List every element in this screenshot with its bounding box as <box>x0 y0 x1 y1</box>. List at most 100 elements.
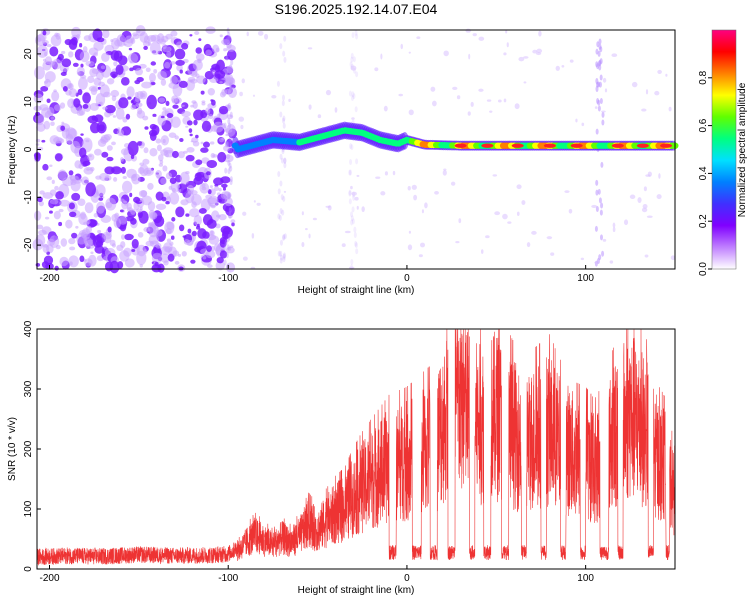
spectrogram-noise-blob <box>138 190 148 198</box>
spectrogram-noise-blob <box>226 44 236 52</box>
spectrogram-noise-blob <box>81 176 90 186</box>
spectrogram-noise-blob <box>82 92 91 104</box>
spectrogram-stripe-blob <box>354 240 358 247</box>
spectrogram-stripe-blob <box>601 119 605 126</box>
spectrogram-noise-blob <box>52 58 62 70</box>
spectrogram-noise-blob <box>159 159 164 165</box>
spectrogram-x-ticks: -200 -100 0 100 <box>40 265 594 284</box>
spectrogram-faint-blob <box>602 238 607 242</box>
spectrogram-faint-blob <box>644 254 649 258</box>
spectrogram-noise-blob <box>148 222 152 226</box>
spectrogram-faint-blob <box>656 194 662 200</box>
spectrogram-faint-blob <box>645 174 651 177</box>
spectrogram-stripe-blob <box>282 253 286 260</box>
spectrogram-noise-blob <box>90 251 94 255</box>
spectrogram-noise-blob <box>124 203 128 206</box>
spectrogram-noise-blob <box>177 151 185 159</box>
spectrogram-noise-blob <box>189 34 193 37</box>
spectrogram-noise-blob <box>78 77 88 90</box>
spectrogram-stripe-blob <box>355 33 359 40</box>
spectrogram-faint-blob <box>301 242 305 248</box>
spectrogram-noise-blob <box>113 61 118 67</box>
spectrogram-faint-blob <box>637 197 642 204</box>
spectrogram-stripe-blob <box>283 233 287 240</box>
spectrogram-noise-blob <box>120 241 126 249</box>
spectrogram-stripe-blob <box>597 188 601 195</box>
spectrogram-noise-blob <box>215 260 225 271</box>
spectrogram-noise-blob <box>54 153 63 162</box>
spectrogram-faint-blob <box>502 213 508 220</box>
spectrogram-stripe-blob <box>229 64 233 71</box>
spectrogram-noise-blob <box>68 202 76 210</box>
spectrogram-noise-blob <box>35 263 41 267</box>
spectrogram-faint-blob <box>467 111 471 116</box>
spectrogram-noise-blob <box>50 116 55 120</box>
spectrogram-faint-blob <box>392 170 396 176</box>
spectrogram-noise-blob <box>76 71 81 75</box>
spectrogram-stripe-blob <box>348 169 352 176</box>
spectrogram-stripe-blob <box>598 38 602 45</box>
spectrogram-stripe-blob <box>227 233 231 240</box>
spectrogram-noise-blob <box>150 61 157 66</box>
spectrogram-stripe-blob <box>348 90 352 97</box>
snr-x-tick-label: -100 <box>218 573 238 584</box>
spectrogram-noise-blob <box>70 178 77 186</box>
spectrogram-noise-blob <box>86 219 91 225</box>
spectrogram-noise-blob <box>76 66 85 77</box>
spectrogram-stripe-blob <box>282 256 286 263</box>
spectrogram-faint-blob <box>424 202 428 209</box>
spectrogram-y-label: Frequency (Hz) <box>7 116 18 185</box>
spectrogram-noise-blob <box>158 163 164 167</box>
spectrogram-noise-blob <box>165 33 173 40</box>
snr-marks <box>36 329 676 566</box>
spectrogram-noise-blob <box>130 104 137 110</box>
spectrogram-noise-blob <box>88 154 92 158</box>
spectrogram-noise-blob <box>158 97 166 103</box>
spectrogram-x-tick-label: 0 <box>404 273 410 284</box>
spectrogram-faint-blob <box>492 174 498 177</box>
spectrogram-noise-blob <box>224 88 231 95</box>
spectrogram-stripe-blob <box>601 111 605 118</box>
spectrogram-faint-blob <box>478 88 484 92</box>
spectrogram-noise-blob <box>170 235 175 240</box>
spectrogram-noise-blob <box>137 107 143 115</box>
spectrogram-faint-blob <box>455 240 460 244</box>
spectrogram-faint-blob <box>240 124 244 130</box>
spectrogram-noise-blob <box>95 103 99 107</box>
colorbar: 0.0 0.2 0.4 0.6 0.8 Normalized spectral ampl… <box>698 29 748 276</box>
spectrogram-stripe-blob <box>281 94 285 101</box>
spectrogram-stripe-blob <box>228 35 232 42</box>
spectrogram-faint-blob <box>497 99 502 103</box>
spectrogram-noise-blob <box>139 162 145 166</box>
spectrogram-noise-blob <box>128 47 133 51</box>
spectrogram-faint-blob <box>568 208 573 214</box>
spectrogram-stripe-blob <box>224 167 228 174</box>
spectrogram-stripe-blob <box>355 248 359 255</box>
spectrogram-noise-blob <box>67 83 73 89</box>
spectrogram-noise-blob <box>65 219 73 229</box>
spectrogram-noise-blob <box>51 179 55 185</box>
spectrogram-noise-blob <box>88 219 98 227</box>
snr-y-ticks: 0 100 200 300 400 <box>23 320 41 572</box>
spectrogram-noise-blob <box>72 62 79 67</box>
spectrogram-faint-blob <box>489 110 493 113</box>
spectrogram-faint-blob <box>518 56 525 62</box>
spectrogram-faint-blob <box>523 81 527 84</box>
snr-x-tick-label: 0 <box>404 573 410 584</box>
spectrogram-noise-blob <box>99 84 110 98</box>
spectrogram-noise-blob <box>218 105 229 115</box>
spectrogram-faint-blob <box>356 205 359 210</box>
spectrogram-faint-blob <box>523 56 529 59</box>
spectrogram-noise-blob <box>181 250 187 257</box>
spectrogram-noise-blob <box>191 230 197 237</box>
spectrogram-faint-blob <box>516 184 522 190</box>
spectrogram-noise-blob <box>96 37 105 43</box>
spectrogram-faint-blob <box>351 117 355 120</box>
spectrogram-faint-blob <box>486 99 492 102</box>
spectrogram-noise-blob <box>115 64 124 76</box>
spectrogram-noise-blob <box>130 217 137 225</box>
spectrogram-noise-blob <box>206 245 212 252</box>
spectrogram-noise-blob <box>44 78 51 88</box>
spectrogram-noise-blob <box>49 235 60 248</box>
spectrogram-noise-blob <box>206 159 218 169</box>
